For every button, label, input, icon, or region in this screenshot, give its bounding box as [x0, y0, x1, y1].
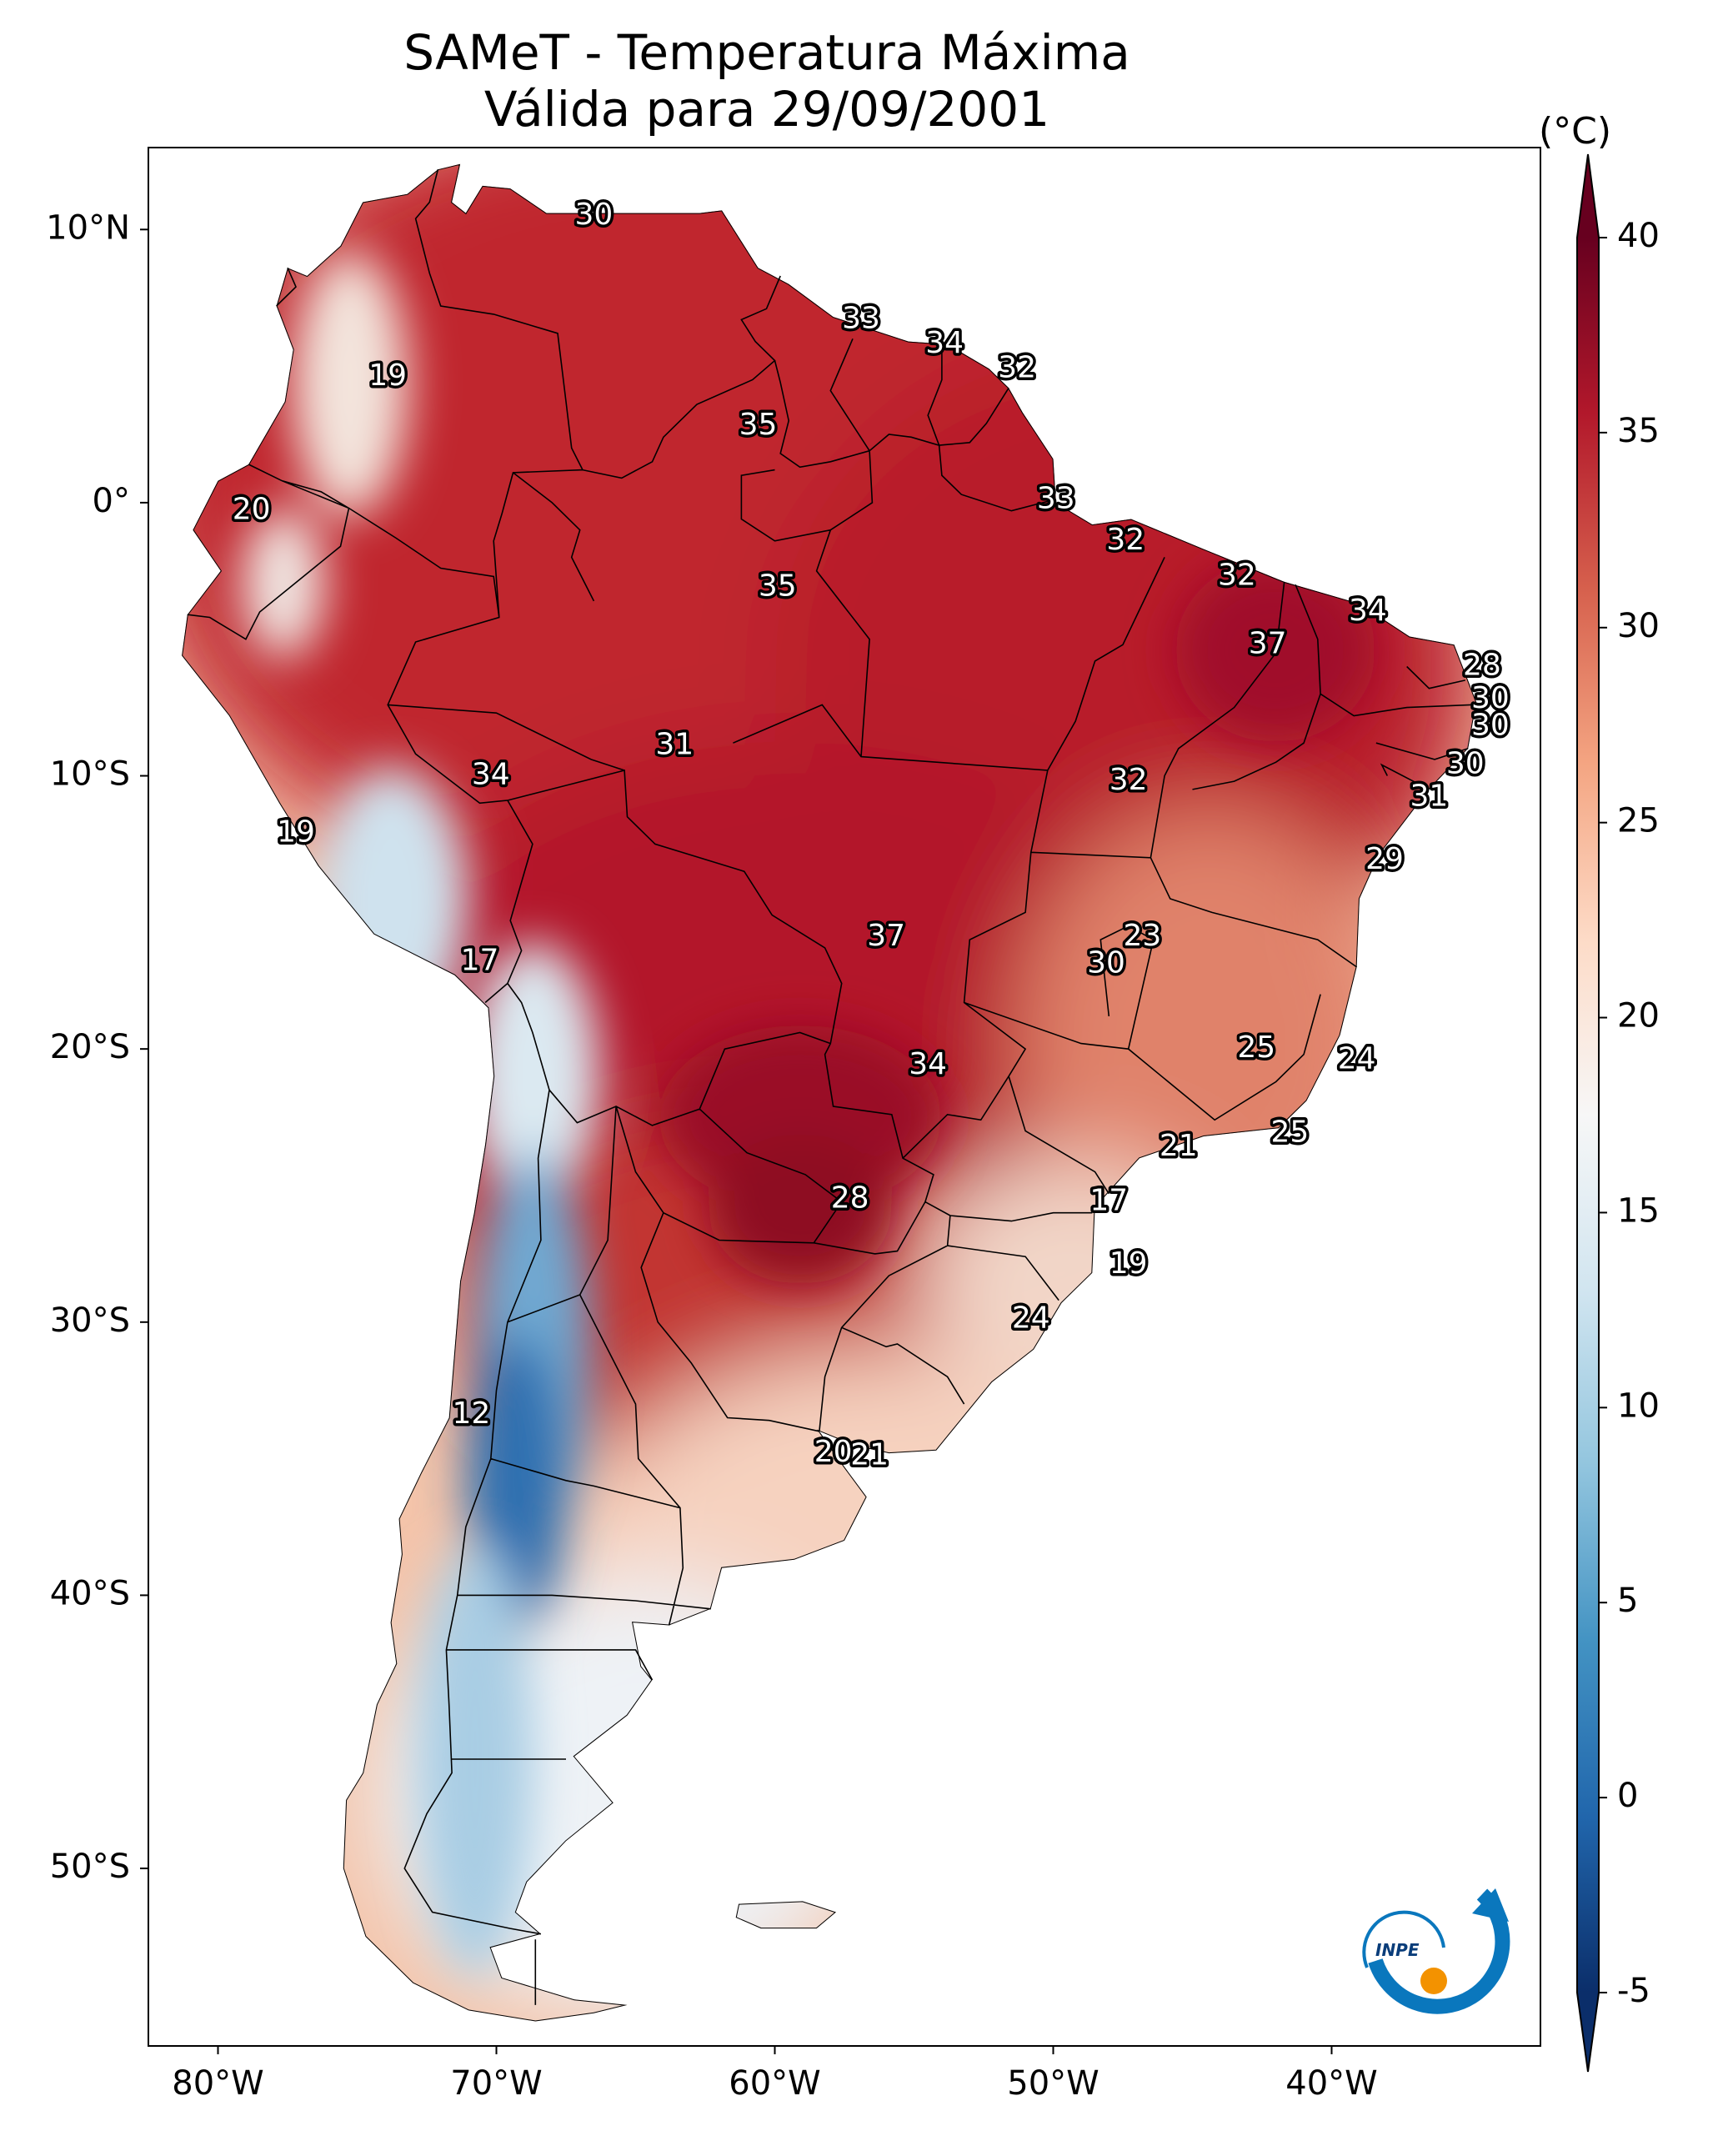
y-tick-label: 40°S: [50, 1574, 130, 1612]
colorbar-ticks: 40 35 30 25 20 15 10 5 0 -5: [1599, 217, 1660, 2010]
colorbar: 40 35 30 25 20 15 10 5 0 -5: [1576, 153, 1660, 2073]
logo-orbit: [1362, 1910, 1445, 1968]
map-title: SAMeT - Temperatura Máxima: [403, 24, 1130, 81]
field-ecuador-andes: [242, 509, 325, 659]
colorbar-min-extend: [1577, 1993, 1599, 2072]
colorbar-tick-label: 30: [1617, 607, 1660, 645]
colorbar-unit: (°C): [1539, 110, 1612, 153]
contour-label: 32: [1109, 763, 1148, 797]
colorbar-tick-label: 35: [1617, 412, 1660, 450]
contour-label: 29: [1365, 842, 1404, 876]
colorbar-tick-label: 0: [1617, 1777, 1638, 1815]
contour-label: 24: [1338, 1041, 1376, 1075]
colorbar-gradient: [1577, 238, 1599, 1993]
contour-label: 17: [1089, 1184, 1128, 1218]
field-piaui-max: [1175, 559, 1375, 742]
contour-label: 35: [759, 569, 797, 604]
country-borders: [187, 169, 1471, 2005]
contour-label: 33: [842, 301, 880, 335]
contour-label: 34: [472, 758, 510, 792]
y-tick-label: 50°S: [50, 1848, 130, 1886]
contour-label: 34: [925, 326, 964, 360]
logo-arc: [1368, 1888, 1510, 2014]
contour-label: 25: [1237, 1030, 1275, 1065]
map-subtitle: Válida para 29/09/2001: [483, 81, 1050, 138]
contour-label: 30: [1446, 746, 1485, 780]
inpe-logo: INPE: [1362, 1888, 1510, 2014]
contour-label: 19: [368, 358, 407, 393]
x-axis: 80°W 70°W 60°W 50°W 40°W: [172, 2046, 1378, 2103]
contour-label: 23: [1123, 919, 1161, 953]
contour-label: 28: [831, 1181, 869, 1215]
field-altiplano: [467, 942, 600, 1209]
y-tick-label: 20°S: [50, 1028, 130, 1066]
contour-label: 30: [1471, 709, 1510, 743]
contour-label: 20: [814, 1435, 853, 1469]
contour-label: 34: [909, 1047, 947, 1081]
contour-label: 35: [739, 408, 778, 442]
contour-label: 19: [1109, 1246, 1148, 1281]
x-tick-label: 70°W: [450, 2064, 542, 2103]
y-tick-label: 30°S: [50, 1301, 130, 1340]
field-colombia-andes: [292, 250, 408, 517]
contour-label: 30: [1471, 681, 1510, 715]
map-frame: [148, 147, 1541, 2047]
contour-label: 28: [1463, 649, 1501, 683]
colorbar-tick-label: 5: [1617, 1582, 1638, 1620]
field-chaco-max: [709, 1134, 892, 1284]
contour-label: 31: [655, 728, 694, 762]
colorbar-tick-label: 40: [1617, 217, 1660, 255]
logo-arrow: [1472, 1888, 1509, 1922]
x-tick-label: 50°W: [1007, 2064, 1099, 2103]
contour-label: 37: [1249, 626, 1287, 660]
y-tick-label: 10°S: [50, 755, 130, 794]
contour-label: 24: [1012, 1301, 1050, 1336]
contour-label: 21: [850, 1437, 889, 1472]
contour-label: 25: [1270, 1116, 1309, 1150]
x-tick-label: 40°W: [1285, 2064, 1377, 2103]
contour-label: 34: [1349, 594, 1387, 628]
logo-sun: [1420, 1968, 1447, 1994]
colorbar-tick-label: -5: [1617, 1972, 1650, 2010]
contour-label: 32: [998, 350, 1036, 384]
x-tick-label: 60°W: [729, 2064, 820, 2103]
contour-label: 32: [1106, 523, 1144, 557]
y-tick-label: 10°N: [46, 208, 130, 247]
contour-label: 31: [1410, 780, 1448, 814]
contour-label: 37: [867, 919, 905, 953]
contour-label: 12: [452, 1396, 490, 1431]
contour-label: 20: [233, 493, 271, 527]
contour-label: 21: [1160, 1129, 1198, 1163]
colorbar-tick-label: 15: [1617, 1191, 1660, 1230]
colorbar-tick-label: 25: [1617, 802, 1660, 840]
contour-label: 30: [574, 198, 613, 232]
contour-label: 30: [1087, 946, 1125, 980]
y-axis: 10°N 0° 10°S 20°S 30°S 40°S 50°S: [46, 208, 148, 1886]
logo-text: INPE: [1375, 1940, 1420, 1960]
colorbar-tick-label: 10: [1617, 1386, 1660, 1425]
colorbar-max-extend: [1577, 154, 1599, 238]
y-tick-label: 0°: [93, 482, 130, 520]
x-tick-label: 80°W: [172, 2064, 263, 2103]
contour-label: 19: [277, 815, 315, 849]
contour-label: 32: [1218, 558, 1256, 592]
colorbar-tick-label: 20: [1617, 997, 1660, 1035]
contour-label: 33: [1037, 482, 1075, 516]
contour-label: 17: [461, 943, 499, 977]
